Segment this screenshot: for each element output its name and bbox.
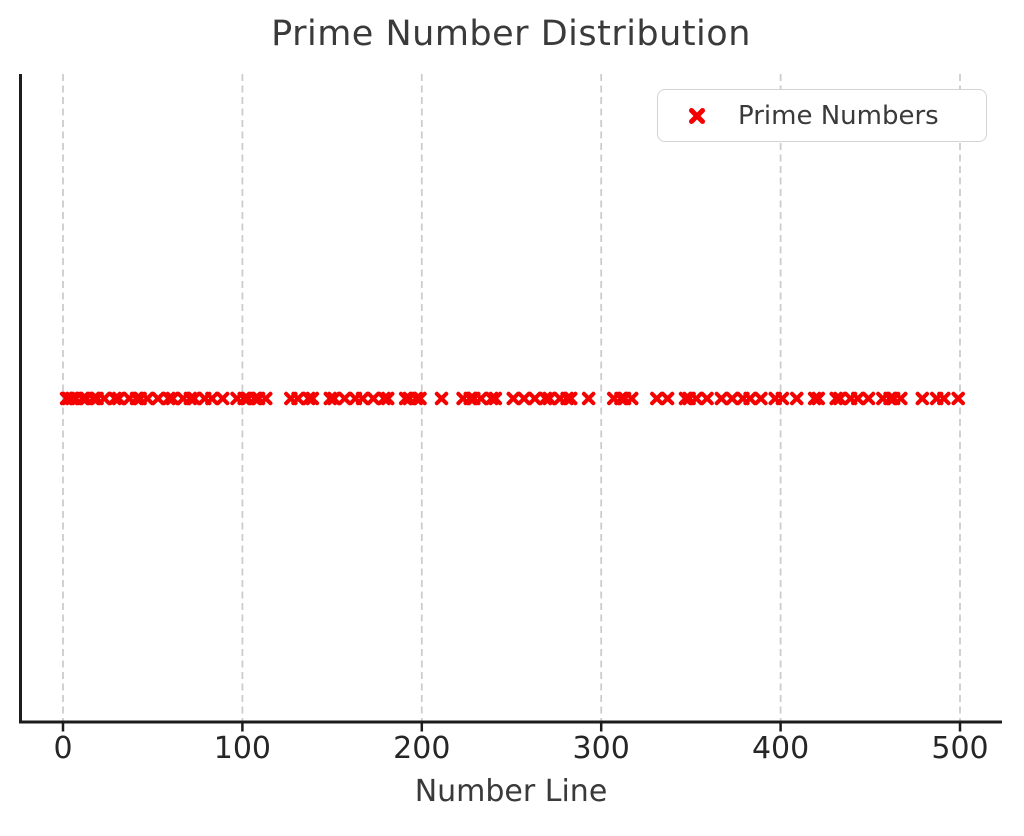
x-tick-label-500: 500 bbox=[931, 731, 989, 766]
prime-marker-157 bbox=[337, 391, 352, 406]
prime-marker-271 bbox=[542, 391, 556, 406]
x-axis-label: Number Line bbox=[414, 774, 608, 809]
prime-marker-331 bbox=[650, 391, 664, 406]
prime-marker-83 bbox=[205, 391, 219, 406]
x-tick-label-400: 400 bbox=[751, 731, 810, 766]
x-tick-label-200: 200 bbox=[393, 731, 451, 766]
prime-marker-283 bbox=[563, 391, 578, 406]
prime-marker-443 bbox=[850, 391, 865, 406]
prime-marker-151 bbox=[327, 391, 341, 406]
prime-marker-131 bbox=[291, 391, 305, 406]
prime-marker-389 bbox=[754, 391, 768, 406]
prime-marker-257 bbox=[517, 391, 531, 406]
prime-marker-53 bbox=[151, 391, 165, 406]
prime-marker-181 bbox=[380, 391, 395, 406]
prime-marker-61 bbox=[165, 391, 180, 406]
axes-spines-group bbox=[19, 74, 1002, 724]
prime-marker-241 bbox=[488, 391, 503, 406]
x-tick-label-0: 0 bbox=[53, 731, 73, 766]
prime-marker-173 bbox=[366, 391, 381, 406]
prime-marker-353 bbox=[689, 391, 704, 406]
prime-marker-233 bbox=[474, 391, 488, 406]
prime-marker-449 bbox=[861, 391, 876, 406]
prime-marker-337 bbox=[660, 391, 675, 406]
prime-marker-23 bbox=[97, 391, 112, 406]
prime-marker-31 bbox=[111, 391, 126, 406]
prime-marker-47 bbox=[140, 391, 155, 406]
prime-marker-251 bbox=[506, 391, 521, 406]
prime-marker-421 bbox=[811, 391, 826, 406]
prime-marker-113 bbox=[258, 391, 273, 406]
prime-marker-359 bbox=[700, 391, 714, 406]
prime-marker-211 bbox=[434, 391, 449, 406]
legend: Prime Numbers bbox=[657, 89, 987, 142]
prime-marker-401 bbox=[775, 391, 790, 406]
prime-marker-139 bbox=[305, 391, 320, 406]
legend-entry-label: Prime Numbers bbox=[738, 100, 939, 131]
prime-marker-199 bbox=[413, 391, 427, 406]
prime-marker-409 bbox=[789, 391, 804, 406]
tick-marks-group bbox=[61, 723, 962, 732]
x-tick-label-100: 100 bbox=[213, 731, 272, 766]
prime-marker-89 bbox=[215, 391, 230, 406]
prime-marker-491 bbox=[937, 391, 951, 406]
prime-marker-293 bbox=[581, 391, 596, 406]
legend-x-marker-icon bbox=[689, 107, 705, 124]
prime-marker-167 bbox=[355, 391, 370, 406]
prime-marker-433 bbox=[833, 391, 847, 406]
prime-marker-467 bbox=[894, 391, 908, 406]
prime-marker-73 bbox=[187, 391, 201, 406]
prime-marker-317 bbox=[624, 391, 639, 406]
prime-marker-383 bbox=[743, 391, 757, 406]
data-markers-group bbox=[59, 391, 965, 406]
prime-marker-373 bbox=[725, 391, 739, 406]
prime-marker-499 bbox=[951, 391, 965, 406]
prime-marker-367 bbox=[714, 391, 729, 406]
prime-marker-479 bbox=[915, 391, 930, 406]
x-tick-label-300: 300 bbox=[572, 731, 630, 766]
chart-title: Prime Number Distribution bbox=[271, 14, 751, 54]
prime-marker-263 bbox=[528, 391, 542, 406]
